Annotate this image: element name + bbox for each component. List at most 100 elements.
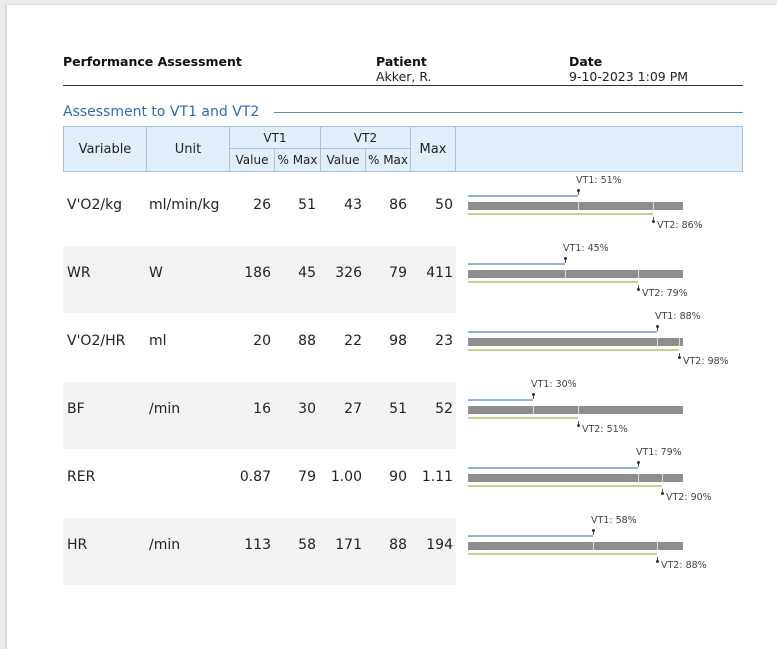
col-header-vt2: VT2 <box>320 126 411 149</box>
vt1-tick <box>565 270 566 278</box>
vt1-marker-dot <box>577 189 580 192</box>
variable-name: BF <box>67 401 85 417</box>
section-divider <box>274 112 743 113</box>
vt2-pct-max: 98 <box>389 333 407 349</box>
vt2-value: 1.00 <box>330 469 362 485</box>
vt2-bar <box>468 281 638 283</box>
date-value: 9-10-2023 1:09 PM <box>569 69 689 84</box>
vt1-marker-line <box>657 327 658 331</box>
vt2-percent-label: VT2: 88% <box>661 560 707 571</box>
vt1-tick <box>533 406 534 414</box>
unit: W <box>149 265 163 281</box>
col-header-vt1: VT1 <box>229 126 321 149</box>
patient-name: Akker, R. <box>376 69 432 84</box>
row-background <box>63 246 456 313</box>
max-value: 23 <box>435 333 453 349</box>
vt1-percent-label: VT1: 51% <box>576 175 622 186</box>
vt2-marker-line <box>662 489 663 493</box>
vt2-value: 171 <box>335 537 362 553</box>
max-value: 194 <box>426 537 453 553</box>
col-header-vt1-value: Value <box>229 148 275 172</box>
variable-name: HR <box>67 537 88 553</box>
vt1-marker-line <box>593 531 594 535</box>
report-title: Performance Assessment <box>63 54 242 69</box>
max-bar <box>468 270 683 278</box>
vt1-percent-label: VT1: 79% <box>636 447 682 458</box>
vt2-marker-dot <box>678 356 681 359</box>
vt1-bar <box>468 263 565 265</box>
vt1-marker-line <box>578 191 579 195</box>
vt2-tick <box>638 270 639 278</box>
report-page: Performance Assessment Patient Akker, R.… <box>7 5 777 649</box>
vt1-marker-dot <box>532 393 535 396</box>
vt1-bar <box>468 195 578 197</box>
vt2-marker-line <box>578 421 579 425</box>
vt2-bar <box>468 553 657 555</box>
unit: /min <box>149 401 181 417</box>
vt1-value: 26 <box>253 197 271 213</box>
variable-name: V'O2/HR <box>67 333 126 349</box>
vt2-marker-dot <box>656 560 659 563</box>
vt2-marker-dot <box>637 288 640 291</box>
unit: /min <box>149 537 181 553</box>
vt2-pct-max: 86 <box>389 197 407 213</box>
vt2-marker-dot <box>661 492 664 495</box>
variable-name: RER <box>67 469 96 485</box>
vt1-value: 186 <box>244 265 271 281</box>
vt2-pct-max: 51 <box>389 401 407 417</box>
vt2-percent-label: VT2: 86% <box>657 220 703 231</box>
col-header-chart <box>455 126 743 172</box>
vt2-percent-label: VT2: 51% <box>582 424 628 435</box>
vt1-percent-label: VT1: 45% <box>563 243 609 254</box>
vt2-tick <box>679 338 680 346</box>
max-bar <box>468 338 683 346</box>
vt2-value: 43 <box>344 197 362 213</box>
col-header-max: Max <box>410 126 456 172</box>
vt2-tick <box>657 542 658 550</box>
header-divider <box>63 85 743 86</box>
variable-name: WR <box>67 265 91 281</box>
max-bar <box>468 406 683 414</box>
vt1-percent-label: VT1: 88% <box>655 311 701 322</box>
vt1-value: 113 <box>244 537 271 553</box>
vt1-bar <box>468 535 593 537</box>
unit: ml/min/kg <box>149 197 220 213</box>
vt1-tick <box>578 202 579 210</box>
vt1-bar <box>468 467 638 469</box>
vt2-percent-label: VT2: 79% <box>642 288 688 299</box>
vt1-pct-max: 88 <box>298 333 316 349</box>
max-value: 52 <box>435 401 453 417</box>
col-header-vt2-pct: % Max <box>365 148 411 172</box>
vt2-tick <box>578 406 579 414</box>
vt2-value: 27 <box>344 401 362 417</box>
vt1-marker-dot <box>592 529 595 532</box>
vt1-tick <box>657 338 658 346</box>
vt1-bar <box>468 331 657 333</box>
vt2-bar <box>468 417 578 419</box>
vt2-value: 326 <box>335 265 362 281</box>
vt1-tick <box>638 474 639 482</box>
vt1-value: 20 <box>253 333 271 349</box>
vt2-pct-max: 88 <box>389 537 407 553</box>
max-value: 411 <box>426 265 453 281</box>
max-bar <box>468 202 683 210</box>
vt1-pct-max: 45 <box>298 265 316 281</box>
col-header-unit: Unit <box>146 126 230 172</box>
col-header-variable: Variable <box>63 126 147 172</box>
vt2-marker-line <box>638 285 639 289</box>
max-value: 1.11 <box>421 469 453 485</box>
vt2-bar <box>468 213 653 215</box>
col-header-vt1-pct: % Max <box>274 148 321 172</box>
max-value: 50 <box>435 197 453 213</box>
vt1-pct-max: 30 <box>298 401 316 417</box>
vt1-tick <box>593 542 594 550</box>
col-header-vt2-value: Value <box>320 148 366 172</box>
max-bar <box>468 474 683 482</box>
vt1-marker-line <box>638 463 639 467</box>
vt1-pct-max: 79 <box>298 469 316 485</box>
vt2-percent-label: VT2: 98% <box>683 356 729 367</box>
row-background <box>63 382 456 449</box>
vt2-marker-line <box>657 557 658 561</box>
vt2-pct-max: 90 <box>389 469 407 485</box>
vt2-bar <box>468 485 662 487</box>
